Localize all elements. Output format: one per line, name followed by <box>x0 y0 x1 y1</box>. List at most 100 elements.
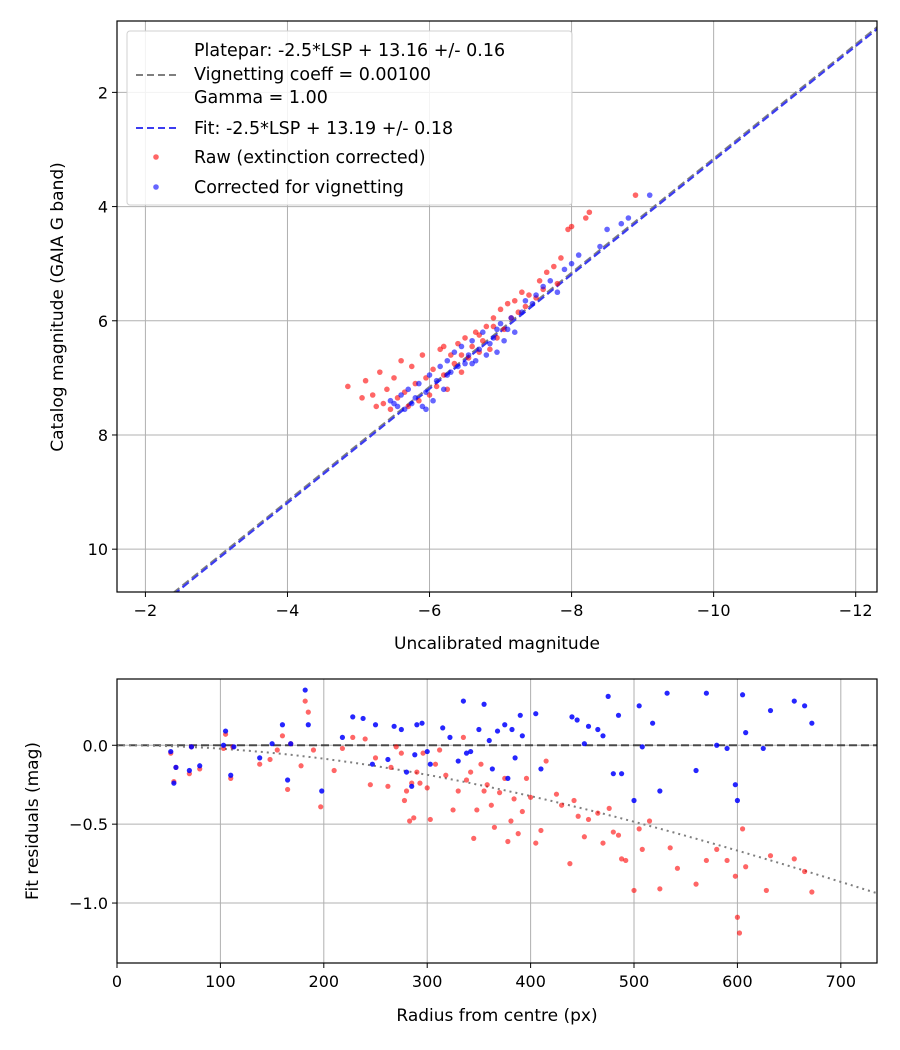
corrected-residual-point <box>188 744 195 750</box>
raw-residual-point <box>372 755 379 761</box>
corrected-residual-point <box>581 741 587 747</box>
raw-residual-point <box>559 802 565 808</box>
corrected-residual-point <box>403 769 410 775</box>
raw-residual-point <box>567 861 573 867</box>
raw-residual-point <box>310 747 317 753</box>
corrected-point <box>618 220 625 227</box>
corrected-residual-point <box>186 767 192 774</box>
corrected-residual-point <box>360 715 366 722</box>
raw-point <box>586 209 593 216</box>
residuals-points <box>168 687 815 936</box>
corrected-residual-point <box>664 690 670 696</box>
corrected-residual-point <box>476 726 482 733</box>
raw-residual-point <box>734 914 741 920</box>
calibration-y-tick-label: 10 <box>88 540 108 559</box>
raw-residual-point <box>274 747 280 753</box>
raw-residual-point <box>523 775 530 782</box>
corrected-residual-point <box>703 690 709 696</box>
corrected-residual-point <box>257 755 263 761</box>
corrected-point <box>423 389 429 395</box>
raw-point <box>440 343 447 350</box>
corrected-point <box>458 343 465 350</box>
raw-residual-point <box>508 818 514 824</box>
corrected-residual-point <box>760 745 766 752</box>
raw-residual-point <box>318 804 324 810</box>
corrected-residual-point <box>693 767 699 774</box>
raw-residual-point <box>398 750 404 756</box>
corrected-residual-point <box>171 780 177 786</box>
corrected-residual-point <box>600 733 606 739</box>
raw-residual-point <box>515 831 521 837</box>
calibration-y-tick-label: 8 <box>98 426 108 445</box>
raw-point <box>511 297 518 304</box>
corrected-point <box>401 406 408 413</box>
corrected-point <box>479 329 486 335</box>
corrected-point <box>561 266 568 273</box>
corrected-point <box>533 292 539 298</box>
corrected-residual-point <box>414 722 420 728</box>
corrected-residual-point <box>424 748 430 755</box>
corrected-point <box>519 309 525 316</box>
raw-residual-point <box>528 794 534 800</box>
raw-residual-point <box>519 808 525 815</box>
calibration-x-axis-label: Uncalibrated magnitude <box>394 634 600 654</box>
corrected-residual-point <box>538 766 544 772</box>
corrected-residual-point <box>398 726 404 733</box>
corrected-residual-point <box>447 734 453 740</box>
raw-residual-point <box>460 734 466 740</box>
raw-residual-point <box>403 788 410 794</box>
corrected-residual-point <box>288 741 294 747</box>
corrected-residual-point <box>809 720 815 726</box>
raw-residual-point <box>724 857 730 864</box>
raw-point <box>391 375 397 381</box>
corrected-residual-point <box>486 737 492 744</box>
legend-raw-marker <box>153 154 159 160</box>
raw-residual-point <box>533 840 539 846</box>
corrected-point <box>462 360 468 367</box>
corrected-point <box>455 363 461 370</box>
calibration-x-tick-label: −10 <box>697 601 731 620</box>
corrected-point <box>554 289 561 296</box>
calibration-y-tick-label: 2 <box>98 83 108 102</box>
residuals-ticks: 0 100 200 300 400 500 600 700 −1.0 −0.5 0.0 <box>69 736 856 991</box>
residuals-x-tick-label: 300 <box>412 972 443 991</box>
raw-residual-point <box>491 824 498 830</box>
corrected-residual-point <box>802 703 808 709</box>
raw-point <box>632 192 639 198</box>
corrected-residual-point <box>502 722 508 728</box>
raw-point <box>419 352 426 358</box>
raw-residual-point <box>481 788 487 794</box>
raw-residual-point <box>437 747 443 753</box>
raw-residual-point <box>478 761 484 767</box>
raw-residual-point <box>571 797 577 804</box>
corrected-point <box>398 392 404 398</box>
calibration-fit-lines <box>172 26 877 592</box>
corrected-point <box>494 349 500 355</box>
corrected-point <box>625 215 632 221</box>
raw-residual-point <box>350 734 356 740</box>
residuals-x-tick-label: 500 <box>619 972 650 991</box>
calibration-x-tick-label: −6 <box>418 601 442 620</box>
corrected-residual-point <box>409 783 415 789</box>
raw-point <box>458 369 465 375</box>
corrected-residual-point <box>512 755 518 761</box>
corrected-point <box>540 283 546 290</box>
raw-point <box>377 369 383 375</box>
raw-point <box>433 383 440 390</box>
residuals-x-tick-label: 100 <box>205 972 236 991</box>
calibration-line-platepar <box>172 26 877 592</box>
corrected-point <box>575 252 582 258</box>
raw-residual-point <box>623 857 629 864</box>
raw-residual-point <box>543 758 549 764</box>
raw-point <box>504 300 511 307</box>
raw-residual-point <box>484 782 490 788</box>
residuals-x-tick-label: 700 <box>826 972 857 991</box>
corrected-residual-point <box>460 698 466 704</box>
corrected-residual-point <box>279 722 286 728</box>
raw-residual-point <box>802 868 808 875</box>
raw-residual-point <box>575 813 581 819</box>
raw-residual-point <box>393 744 399 750</box>
raw-residual-point <box>388 764 394 770</box>
corrected-point <box>465 352 472 358</box>
corrected-point <box>487 340 493 347</box>
